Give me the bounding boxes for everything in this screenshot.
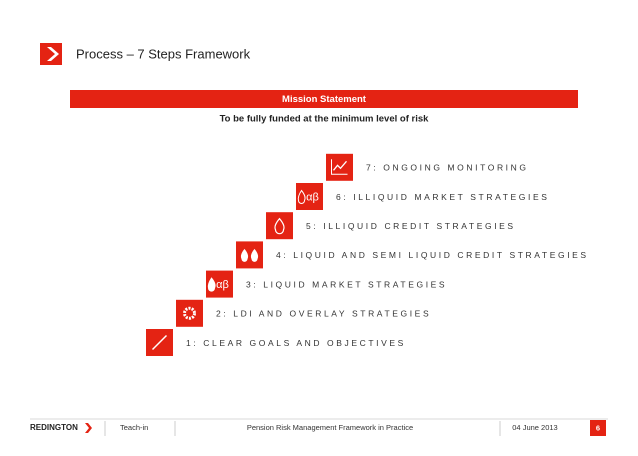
step-box (236, 241, 263, 269)
step-label: 2: LDI AND OVERLAY STRATEGIES (216, 309, 431, 319)
step-label: 7: ONGOING MONITORING (366, 163, 529, 173)
drop-icon (274, 217, 285, 235)
steps: 1: CLEAR GOALS AND OBJECTIVES 2: LDI AND … (146, 153, 589, 356)
step-label: 3: LIQUID MARKET STRATEGIES (246, 279, 447, 289)
drop-icon (250, 248, 259, 262)
compass-icon (151, 334, 168, 351)
footer-logo: REDINGTON (30, 423, 78, 432)
mission-bar (70, 90, 578, 108)
chart-icon (332, 160, 347, 171)
page-box (590, 420, 606, 436)
mission-title: Mission Statement (282, 94, 367, 105)
icon-text: αβ (216, 279, 229, 291)
gear-icon (183, 306, 196, 320)
page-number: 6 (596, 423, 600, 432)
step-box (266, 212, 293, 240)
drop-icon (240, 248, 249, 262)
footer-left: Teach-in (120, 423, 148, 432)
footer-date: 04 June 2013 (512, 423, 557, 432)
footer-center: Pension Risk Management Framework in Pra… (247, 423, 413, 432)
step-label: 6: ILLIQUID MARKET STRATEGIES (336, 192, 549, 202)
chevron (47, 47, 59, 61)
step-label: 4: LIQUID AND SEMI LIQUID CREDIT STRATEG… (276, 250, 589, 260)
header-icon (40, 43, 62, 65)
logo-chevron (85, 423, 92, 433)
step-box (176, 299, 203, 327)
mission-text: To be fully funded at the minimum level … (220, 114, 430, 125)
header-title: Process – 7 Steps Framework (76, 46, 251, 61)
drop-icon (207, 277, 216, 292)
chart-icon (331, 159, 348, 175)
drop-icon (297, 189, 306, 204)
icon-text: αβ (306, 191, 319, 203)
step-label: 5: ILLIQUID CREDIT STRATEGIES (306, 221, 516, 231)
step-label: 1: CLEAR GOALS AND OBJECTIVES (186, 338, 406, 348)
step-box (296, 183, 323, 210)
